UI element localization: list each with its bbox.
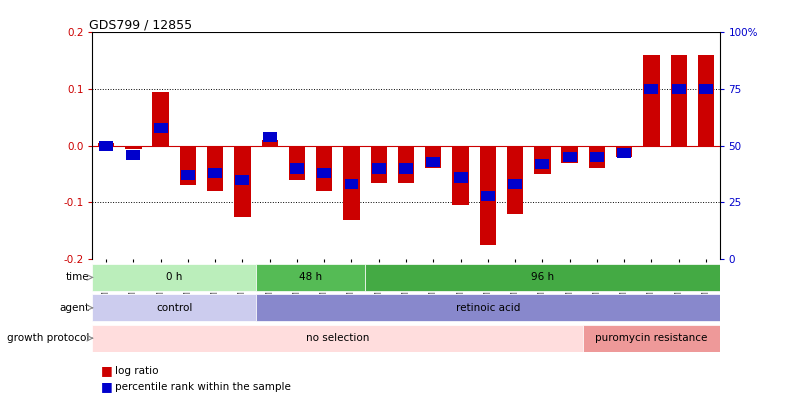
Bar	[153, 92, 169, 146]
Text: control: control	[156, 303, 192, 313]
Text: 48 h: 48 h	[299, 273, 322, 282]
Text: time: time	[66, 273, 89, 282]
Bar	[589, 152, 603, 162]
Text: 0 h: 0 h	[166, 273, 182, 282]
Bar	[125, 146, 141, 149]
Bar	[533, 146, 550, 174]
Bar	[370, 146, 386, 183]
Bar	[98, 143, 114, 146]
Bar	[452, 146, 468, 205]
Bar	[398, 163, 413, 174]
Text: agent: agent	[59, 303, 89, 313]
Bar	[644, 84, 658, 94]
Bar	[206, 146, 223, 191]
Text: no selection: no selection	[306, 333, 369, 343]
Bar	[588, 146, 605, 168]
Bar	[234, 146, 251, 217]
Text: puromycin resistance: puromycin resistance	[594, 333, 707, 343]
Bar	[263, 132, 276, 142]
Bar	[562, 152, 576, 162]
Bar	[316, 146, 332, 191]
Text: GDS799 / 12855: GDS799 / 12855	[89, 18, 192, 31]
Bar	[425, 146, 441, 168]
Text: percentile rank within the sample: percentile rank within the sample	[115, 382, 291, 392]
Text: 96 h: 96 h	[530, 273, 553, 282]
Bar	[582, 324, 719, 352]
Bar	[255, 264, 365, 291]
Bar	[560, 146, 577, 163]
Bar	[288, 146, 305, 180]
Bar	[426, 157, 440, 167]
Bar	[397, 146, 414, 183]
Bar	[506, 146, 523, 214]
Bar	[697, 55, 713, 146]
Text: retinoic acid: retinoic acid	[455, 303, 520, 313]
Bar	[290, 163, 304, 174]
Bar	[671, 84, 685, 94]
Text: ■: ■	[100, 380, 112, 393]
Bar	[507, 179, 521, 190]
Bar	[670, 55, 686, 146]
Bar	[99, 141, 113, 151]
Bar	[371, 163, 385, 174]
Bar	[365, 264, 719, 291]
Bar	[343, 146, 359, 220]
Bar	[92, 324, 582, 352]
Bar	[317, 168, 331, 178]
Bar	[617, 147, 630, 158]
Bar	[180, 146, 196, 185]
Text: log ratio: log ratio	[115, 366, 158, 375]
Bar	[92, 264, 255, 291]
Bar	[255, 294, 719, 322]
Bar	[261, 140, 278, 146]
Bar	[126, 150, 141, 160]
Bar	[453, 173, 467, 183]
Bar	[615, 146, 631, 157]
Bar	[208, 168, 222, 178]
Bar	[181, 170, 194, 180]
Bar	[480, 191, 494, 201]
Bar	[698, 84, 712, 94]
Bar	[235, 175, 249, 185]
Text: ■: ■	[100, 364, 112, 377]
Bar	[479, 146, 495, 245]
Bar	[153, 123, 167, 133]
Bar	[642, 55, 658, 146]
Bar	[344, 179, 358, 190]
Bar	[92, 294, 255, 322]
Bar	[535, 159, 548, 169]
Text: growth protocol: growth protocol	[7, 333, 89, 343]
